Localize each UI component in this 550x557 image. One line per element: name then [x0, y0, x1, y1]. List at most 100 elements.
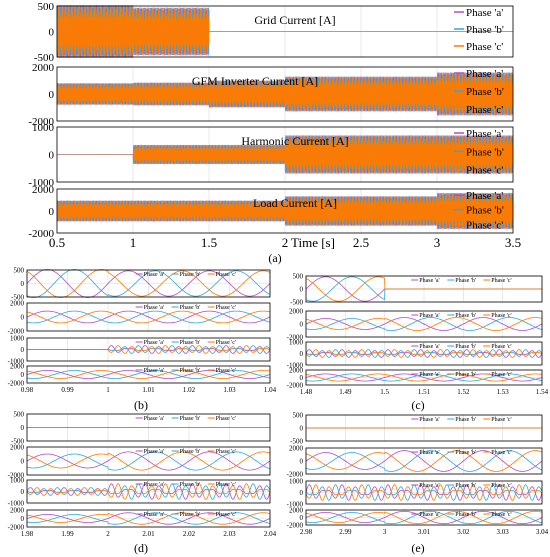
legend-entry: Phase 'c' — [216, 416, 236, 422]
panel-title: Load Current [A] — [253, 196, 337, 210]
x-tick-label: 1.53 — [497, 388, 510, 396]
axes-frame — [305, 480, 543, 505]
x-tick-label: 1 — [130, 235, 137, 250]
y-tick-label: 0 — [21, 371, 25, 379]
legend-entry: Phase 'a' — [144, 482, 164, 488]
y-tick-label: 2000 — [10, 299, 25, 307]
series-phase-a — [26, 370, 271, 379]
y-tick-label: -500 — [11, 293, 24, 301]
x-tick-label: 2.02 — [183, 530, 196, 538]
label-b: (b) — [134, 398, 148, 412]
series-phase-c — [56, 4, 513, 59]
legend-entry: Phase 'a' — [419, 450, 439, 456]
legend-entry: Phase 'c' — [491, 372, 511, 378]
legend-entry: Phase 'c' — [491, 450, 511, 456]
legend-entry: Phase 'c' — [216, 482, 236, 488]
panel-title: GFM Inverter Current [A] — [192, 74, 318, 88]
y-tick-label: 0 — [49, 26, 55, 38]
series-phase-c — [56, 72, 514, 116]
legend-entry: Phase 'a' — [419, 313, 439, 319]
series-phase-b — [27, 370, 271, 379]
y-tick-label: -2000 — [287, 333, 304, 341]
legend-entry: Phase 'a' — [419, 417, 439, 423]
y-tick-label: 500 — [38, 1, 55, 13]
series-phase-c — [305, 484, 543, 501]
y-tick-label: 2000 — [10, 362, 25, 370]
y-tick-label: -500 — [290, 437, 303, 445]
series-phase-c — [56, 192, 514, 230]
series-phase-c — [305, 317, 543, 331]
x-tick-label: 1.49 — [339, 388, 352, 396]
y-tick-label: 500 — [14, 266, 25, 274]
y-tick-label: 0 — [49, 89, 55, 101]
y-tick-label: 1000 — [10, 334, 25, 342]
x-tick-label: 1.98 — [21, 530, 34, 538]
panel-d-2: 2000 0 -2000 Phase 'a' Phase 'b' Phase 'c' — [8, 443, 271, 479]
y-tick-label: 0 — [21, 280, 25, 288]
legend-entry: Phase 'c' — [216, 512, 236, 518]
panel-title: Harmonic Current [A] — [241, 134, 348, 148]
legend-entry: Phase 'c' — [491, 483, 511, 489]
series-phase-c — [57, 135, 514, 174]
legend-entry: Phase 'a' — [466, 68, 503, 80]
y-tick-label: 0 — [21, 346, 25, 354]
legend-entry: Phase 'a' — [419, 278, 439, 284]
panel-a-3: 1000 0 -1000 Harmonic Current [A] Phase 'a' P… — [28, 122, 514, 189]
x-tick-label: 1.54 — [536, 388, 549, 396]
y-tick-label: 0 — [300, 424, 304, 432]
axes-frame — [56, 66, 514, 122]
axes-frame — [26, 365, 271, 384]
y-tick-label: 0 — [300, 514, 304, 522]
legend-entry: Phase 'c' — [466, 165, 503, 177]
x-tick-label: 1.52 — [457, 388, 470, 396]
x-tick-label: 3.02 — [457, 528, 470, 536]
legend-entry: Phase 'b' — [455, 483, 476, 489]
series-phase-c — [26, 451, 271, 471]
y-tick-label: 0 — [21, 313, 25, 321]
y-tick-label: 0 — [49, 149, 55, 161]
series-phase-a — [26, 483, 271, 500]
series-phase-b — [305, 317, 543, 331]
legend-entry: Phase 'a' — [466, 128, 503, 140]
legend-entry: Phase 'b' — [180, 416, 201, 422]
series-phase-c — [305, 373, 542, 382]
panel-b-3: 1000 0 -1000 Phase 'a' Phase 'b' Phase 'c' — [8, 334, 271, 365]
y-tick-label: 0 — [300, 374, 304, 382]
legend-entry: Phase 'b' — [455, 313, 476, 319]
y-tick-label: 2000 — [32, 62, 55, 74]
label-d: (d) — [134, 541, 148, 555]
label-e: (e) — [411, 541, 424, 555]
x-tick-label: 1.04 — [264, 386, 277, 394]
series-phase-a — [26, 269, 271, 298]
x-tick-label: 2 — [282, 235, 289, 250]
legend-entry: Phase 'c' — [466, 41, 503, 53]
chart-a: 500 0 -500 Grid Current [A] Phase 'a' Phase '… — [28, 1, 521, 250]
legend-entry: Phase 'c' — [491, 512, 511, 518]
y-tick-label: -1000 — [28, 177, 54, 189]
x-tick-label: 2.01 — [142, 530, 155, 538]
y-tick-label: 2000 — [289, 444, 304, 452]
legend-entry: Phase 'c' — [466, 219, 503, 231]
legend-entry: Phase 'b' — [180, 368, 201, 374]
x-tick-label: 1.51 — [418, 388, 431, 396]
y-tick-label: 2000 — [10, 506, 25, 514]
series-phase-c — [26, 269, 271, 298]
series-phase-a — [26, 310, 271, 324]
y-tick-label: -1000 — [8, 357, 25, 365]
y-tick-label: -2000 — [8, 523, 25, 531]
y-tick-label: 0 — [21, 424, 25, 432]
y-tick-label: -1000 — [287, 500, 304, 508]
legend-entry: Phase 'c' — [466, 104, 503, 116]
series-phase-c — [27, 345, 271, 354]
y-tick-label: 500 — [14, 410, 25, 418]
y-tick-label: -2000 — [287, 521, 304, 529]
x-tick-label: 3 — [383, 528, 387, 536]
series-phase-a — [305, 349, 543, 358]
legend-entry: Phase 'b' — [455, 450, 476, 456]
